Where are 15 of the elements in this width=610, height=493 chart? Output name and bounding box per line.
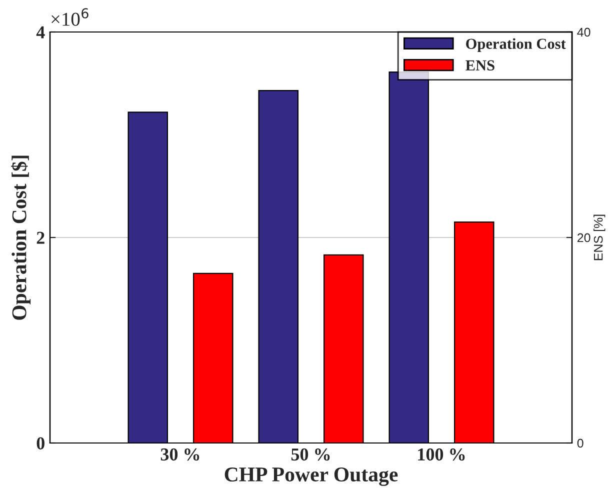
- x-tick-label: 100 %: [418, 448, 465, 461]
- x-axis-title: CHP Power Outage: [224, 468, 398, 486]
- legend-label: ENS: [466, 60, 494, 71]
- y-axis-title: Operation Cost [$]: [11, 156, 31, 320]
- y-tick-label: 4: [36, 26, 45, 38]
- x-tick-label: 30 %: [160, 448, 200, 461]
- x-tick-label: 50 %: [291, 448, 330, 461]
- y2-axis-title: ENS [%]: [594, 214, 606, 260]
- y2-tick-label: 20: [577, 233, 590, 242]
- text: ×10$^{6}$: [52, 8, 88, 26]
- y2-tick-label: 0: [577, 438, 584, 448]
- y-tick-label: 2: [36, 232, 44, 244]
- y2-tick-label: 40: [577, 28, 590, 37]
- y-tick-label: 0: [36, 437, 44, 450]
- legend-label: Operation Cost: [466, 38, 566, 52]
